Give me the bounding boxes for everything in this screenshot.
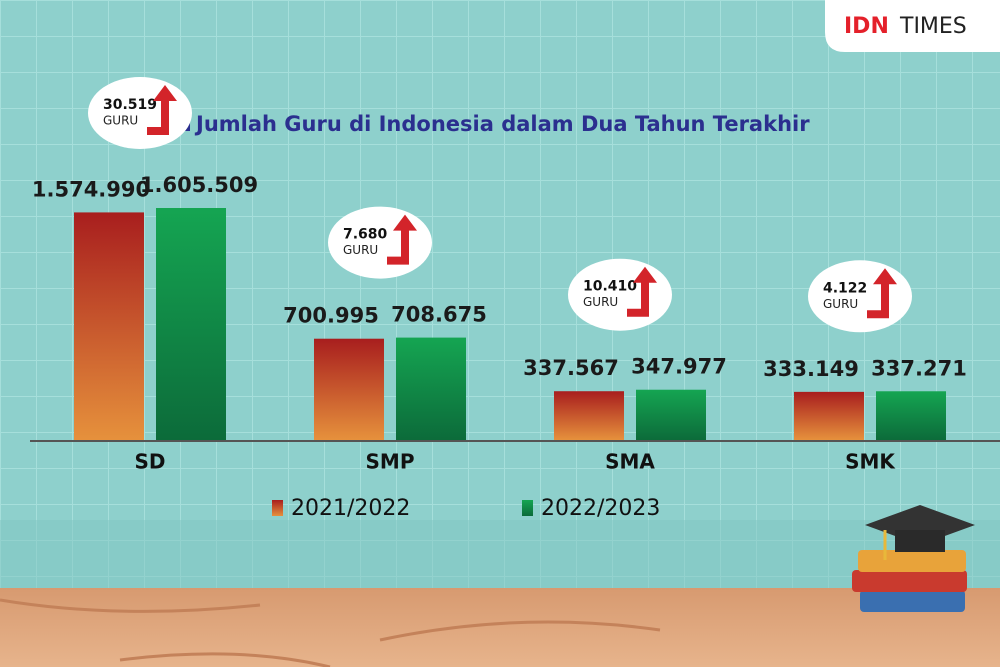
value-label: 708.675 [391, 303, 487, 327]
legend-swatch [272, 500, 283, 516]
legend-label: 2021/2022 [291, 496, 410, 521]
legend-swatch [522, 500, 533, 516]
increase-unit: GURU [343, 243, 378, 257]
chart-title: Jumlah Guru di Indonesia dalam Dua Tahun… [194, 112, 810, 136]
bar [794, 391, 864, 440]
value-label: 347.977 [631, 355, 727, 379]
increase-label: 10.410 [583, 279, 637, 295]
x-tick-label: SMK [845, 450, 896, 474]
increase-unit: GURU [823, 297, 858, 311]
bar [74, 212, 144, 440]
wood-grain [0, 598, 661, 667]
x-tick-label: SMP [366, 450, 415, 474]
brand-times: TIMES [899, 14, 967, 39]
increase-unit: GURU [583, 295, 618, 309]
increase-label: 4.122 [823, 280, 867, 296]
bar [636, 389, 706, 440]
brand-box [825, 0, 1000, 52]
bar [396, 337, 466, 440]
bar [314, 338, 384, 440]
increase-arrow [147, 85, 177, 135]
value-label: 337.271 [871, 356, 967, 380]
increase-arrow [387, 214, 417, 265]
bar [876, 391, 946, 440]
value-label: 333.149 [763, 357, 859, 381]
value-label: 337.567 [523, 356, 619, 380]
value-label: 700.995 [283, 304, 379, 328]
brand-idn: IDN [844, 14, 889, 39]
value-label: 1.605.509 [140, 173, 258, 197]
increase-arrow [627, 266, 657, 317]
value-label: 1.574.990 [32, 177, 150, 201]
increase-unit: GURU [103, 114, 138, 128]
floor [0, 588, 1000, 667]
graduation-decoration [852, 505, 975, 612]
increase-label: 30.519 [103, 97, 157, 113]
legend-label: 2022/2023 [541, 496, 660, 521]
bar [156, 208, 226, 440]
shade [0, 520, 1000, 590]
bar [554, 391, 624, 440]
x-tick-label: SD [134, 450, 165, 474]
increase-arrow [867, 268, 897, 319]
x-tick-label: SMA [605, 450, 655, 474]
increase-label: 7.680 [343, 227, 388, 243]
